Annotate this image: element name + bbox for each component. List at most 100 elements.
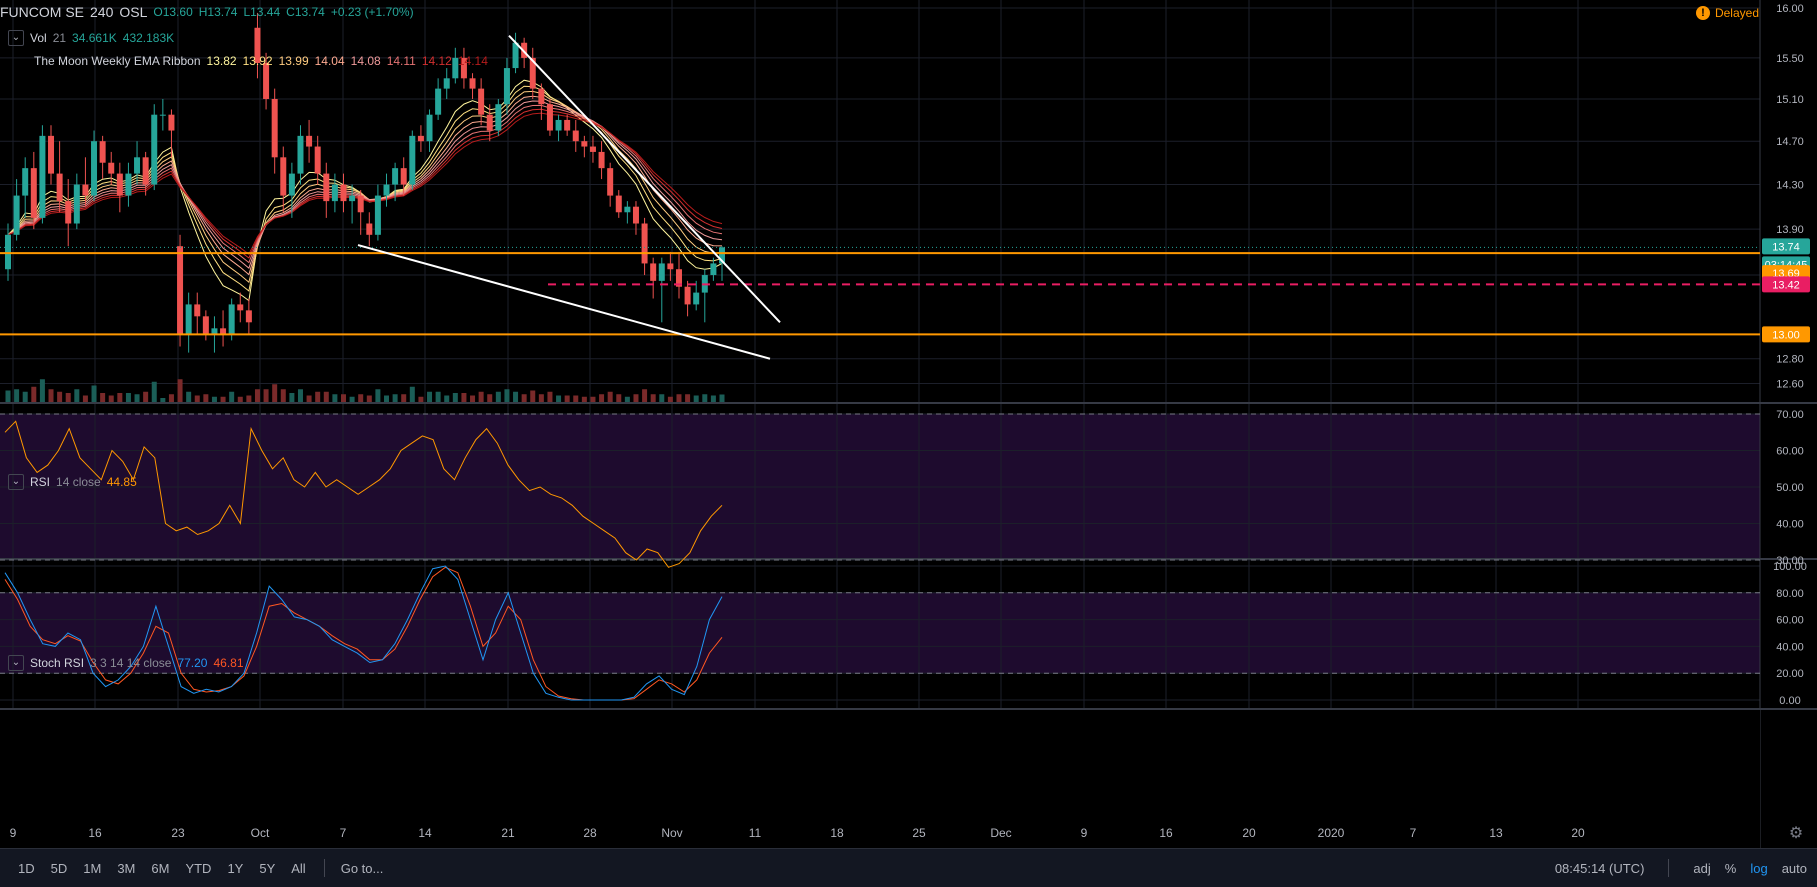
volume-bar xyxy=(39,379,45,402)
candle-body xyxy=(409,135,416,185)
candle-body xyxy=(615,195,622,213)
chevron-down-icon[interactable]: ⌄ xyxy=(8,655,24,671)
volume-bar xyxy=(581,396,587,402)
price-tick-label: 16.00 xyxy=(1776,3,1804,15)
range-1y[interactable]: 1Y xyxy=(227,860,244,876)
volume-bar xyxy=(289,393,295,402)
volume-bar xyxy=(418,396,424,402)
time-tick-label: Dec xyxy=(990,826,1011,840)
candle-body xyxy=(194,304,201,317)
stoch-param: 3 3 14 14 close xyxy=(90,656,172,670)
volume-bar xyxy=(710,395,716,402)
ema-ribbon-line xyxy=(7,108,723,259)
volume-bar xyxy=(117,393,123,402)
volume-bar xyxy=(177,379,183,402)
rsi-legend[interactable]: ⌄ RSI 14 close 44.85 xyxy=(8,474,137,490)
gear-icon[interactable]: ⚙ xyxy=(1788,825,1804,842)
candle-body xyxy=(99,141,106,163)
candle-body xyxy=(314,146,321,174)
candle-body xyxy=(159,114,166,116)
time-tick-label: 9 xyxy=(1081,826,1088,840)
candle-body xyxy=(469,78,476,89)
chevron-down-icon[interactable]: ⌄ xyxy=(8,474,24,490)
percent-toggle[interactable]: % xyxy=(1724,860,1737,876)
candle-body xyxy=(185,304,192,335)
rsi-value: 44.85 xyxy=(106,475,137,489)
chevron-down-icon[interactable]: ⌄ xyxy=(8,30,24,46)
time-tick-label: 25 xyxy=(912,826,926,840)
range-3m[interactable]: 3M xyxy=(117,860,136,876)
stoch-k-value: 77.20 xyxy=(177,656,208,670)
volume-bar xyxy=(31,386,37,402)
candle-body xyxy=(443,78,450,89)
volume-bar xyxy=(100,393,106,402)
volume-bar xyxy=(237,396,243,402)
range-all[interactable]: All xyxy=(291,860,306,876)
range-5d[interactable]: 5D xyxy=(50,860,68,876)
range-1m[interactable]: 1M xyxy=(83,860,102,876)
clock-time[interactable]: 08:45:14 (UTC) xyxy=(1554,860,1645,876)
adj-toggle[interactable]: adj xyxy=(1693,860,1711,876)
symbol-interval[interactable]: 240 xyxy=(90,4,114,20)
candle-body xyxy=(693,292,700,305)
candle-body xyxy=(357,195,364,213)
delayed-badge[interactable]: ! Delayed xyxy=(1695,6,1759,20)
candle-body xyxy=(39,135,46,218)
volume-bar xyxy=(530,390,536,402)
volume-bar xyxy=(556,395,562,402)
candle-body xyxy=(245,310,252,323)
volume-bar xyxy=(297,389,303,402)
goto-button[interactable]: Go to... xyxy=(340,860,384,876)
auto-toggle[interactable]: auto xyxy=(1781,860,1807,876)
volume-bar xyxy=(616,394,622,402)
volume-bar xyxy=(143,391,149,402)
volume-bar xyxy=(220,396,226,402)
vol-param: 21 xyxy=(52,31,67,45)
volume-bar xyxy=(676,394,682,402)
volume-bar xyxy=(667,396,673,402)
ema-legend[interactable]: The Moon Weekly EMA Ribbon 13.82 13.92 13.… xyxy=(34,54,494,68)
range-6m[interactable]: 6M xyxy=(151,860,170,876)
ohlc-close: C13.74 xyxy=(286,5,325,19)
candle-body xyxy=(5,234,11,270)
candle-body xyxy=(486,114,493,131)
candle-body xyxy=(658,263,665,281)
vol-legend[interactable]: ⌄ Vol 21 34.661K 432.183K xyxy=(8,30,174,46)
volume-bar xyxy=(315,391,321,402)
price-tick-label: 14.30 xyxy=(1776,180,1804,192)
candle-body xyxy=(91,141,98,196)
volume-bar xyxy=(332,394,338,402)
price-tick-label: 14.70 xyxy=(1776,136,1804,148)
volume-bar xyxy=(48,389,54,402)
chart-canvas[interactable]: 16.0015.5015.1014.7014.3013.9013.5012.80… xyxy=(0,0,1817,848)
candle-body xyxy=(271,98,278,158)
ohlc-high: H13.74 xyxy=(198,5,238,19)
volume-bar xyxy=(384,395,390,402)
volume-bar xyxy=(693,395,699,402)
ema-value: 13.92 xyxy=(242,54,273,68)
range-ytd[interactable]: YTD xyxy=(185,860,212,876)
range-5y[interactable]: 5Y xyxy=(259,860,276,876)
ema-ribbon-line xyxy=(7,112,723,255)
volume-bar xyxy=(14,389,20,402)
candle-body xyxy=(452,57,459,79)
trendline-lower xyxy=(357,244,771,360)
ohlc-low: L13.44 xyxy=(243,5,281,19)
symbol-name[interactable]: FUNCOM SE xyxy=(0,4,84,20)
volume-bar xyxy=(538,394,544,402)
price-tick-label: 15.50 xyxy=(1776,53,1804,65)
log-toggle[interactable]: log xyxy=(1750,860,1768,876)
candle-body xyxy=(134,157,141,174)
time-tick-label: 7 xyxy=(340,826,347,840)
range-1d[interactable]: 1D xyxy=(18,860,35,876)
candle-body xyxy=(555,119,562,131)
candle-body xyxy=(297,135,304,174)
candle-body xyxy=(581,141,588,147)
candle-body xyxy=(323,173,330,202)
candle-body xyxy=(65,201,72,224)
volume-bar xyxy=(272,384,278,402)
stoch-legend[interactable]: ⌄ Stoch RSI 3 3 14 14 close 77.20 46.81 xyxy=(8,655,244,671)
volume-bar xyxy=(564,395,570,402)
candle-body xyxy=(280,157,287,196)
volume-bar xyxy=(375,389,381,402)
